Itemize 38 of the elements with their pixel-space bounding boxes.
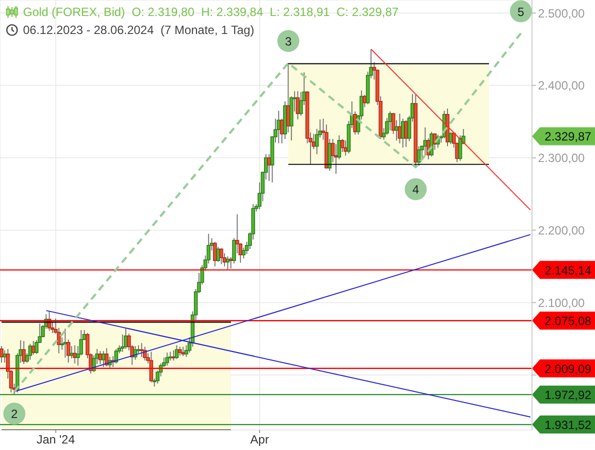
candlestick [174,344,179,360]
candlestick [172,350,176,362]
ref-line-label: 2.009,09 [544,362,592,376]
y-tick-label: 2.100,00 [538,296,586,310]
annotation: 2 [10,407,18,422]
candlestick [404,120,408,148]
candlestick [104,348,109,367]
text: 2.329,87 [544,130,592,144]
annotation: 4 [412,182,420,197]
candlestick [181,346,185,357]
candlestick [63,328,68,358]
candlestick [340,138,344,153]
y-tick-label: 2.300,00 [538,151,586,166]
candlestick [216,246,220,263]
annotation: 3 [284,34,292,48]
candlestick [222,252,226,267]
candlestick [34,340,38,354]
candlestick [267,154,271,182]
y-tick-label: 2.200,00 [538,223,586,238]
y-tick-label: 2.400,00 [538,78,586,93]
text: Gold (FOREX, Bid) O: 2.319,80 H: 2.339,84 L: 2.318,91 C: 2.329,87 [23,4,399,20]
text: 06.12.2023 - 28.06.2024 (7 Monate, 1 Tag) [23,22,254,38]
ref-line-label: 2.075,08 [544,314,592,328]
y-tick-label: 2.500,00 [538,6,586,20]
ref-line-label: 1.931,52 [544,418,592,432]
candlestick [416,146,421,166]
x-tick-label: Apr [250,432,269,447]
candlestick [70,346,74,359]
candlestick [0,346,4,364]
annotation: 5 [518,4,525,19]
candlestick [276,110,281,144]
candlestick [140,342,144,358]
ref-line-label: 1.972,92 [544,388,592,402]
candlestick [165,352,170,366]
x-tick-label: Jan '24 [36,432,76,447]
ref-line-label: 2.145,14 [544,263,592,278]
candlestick [219,248,224,265]
candlestick [388,110,392,131]
